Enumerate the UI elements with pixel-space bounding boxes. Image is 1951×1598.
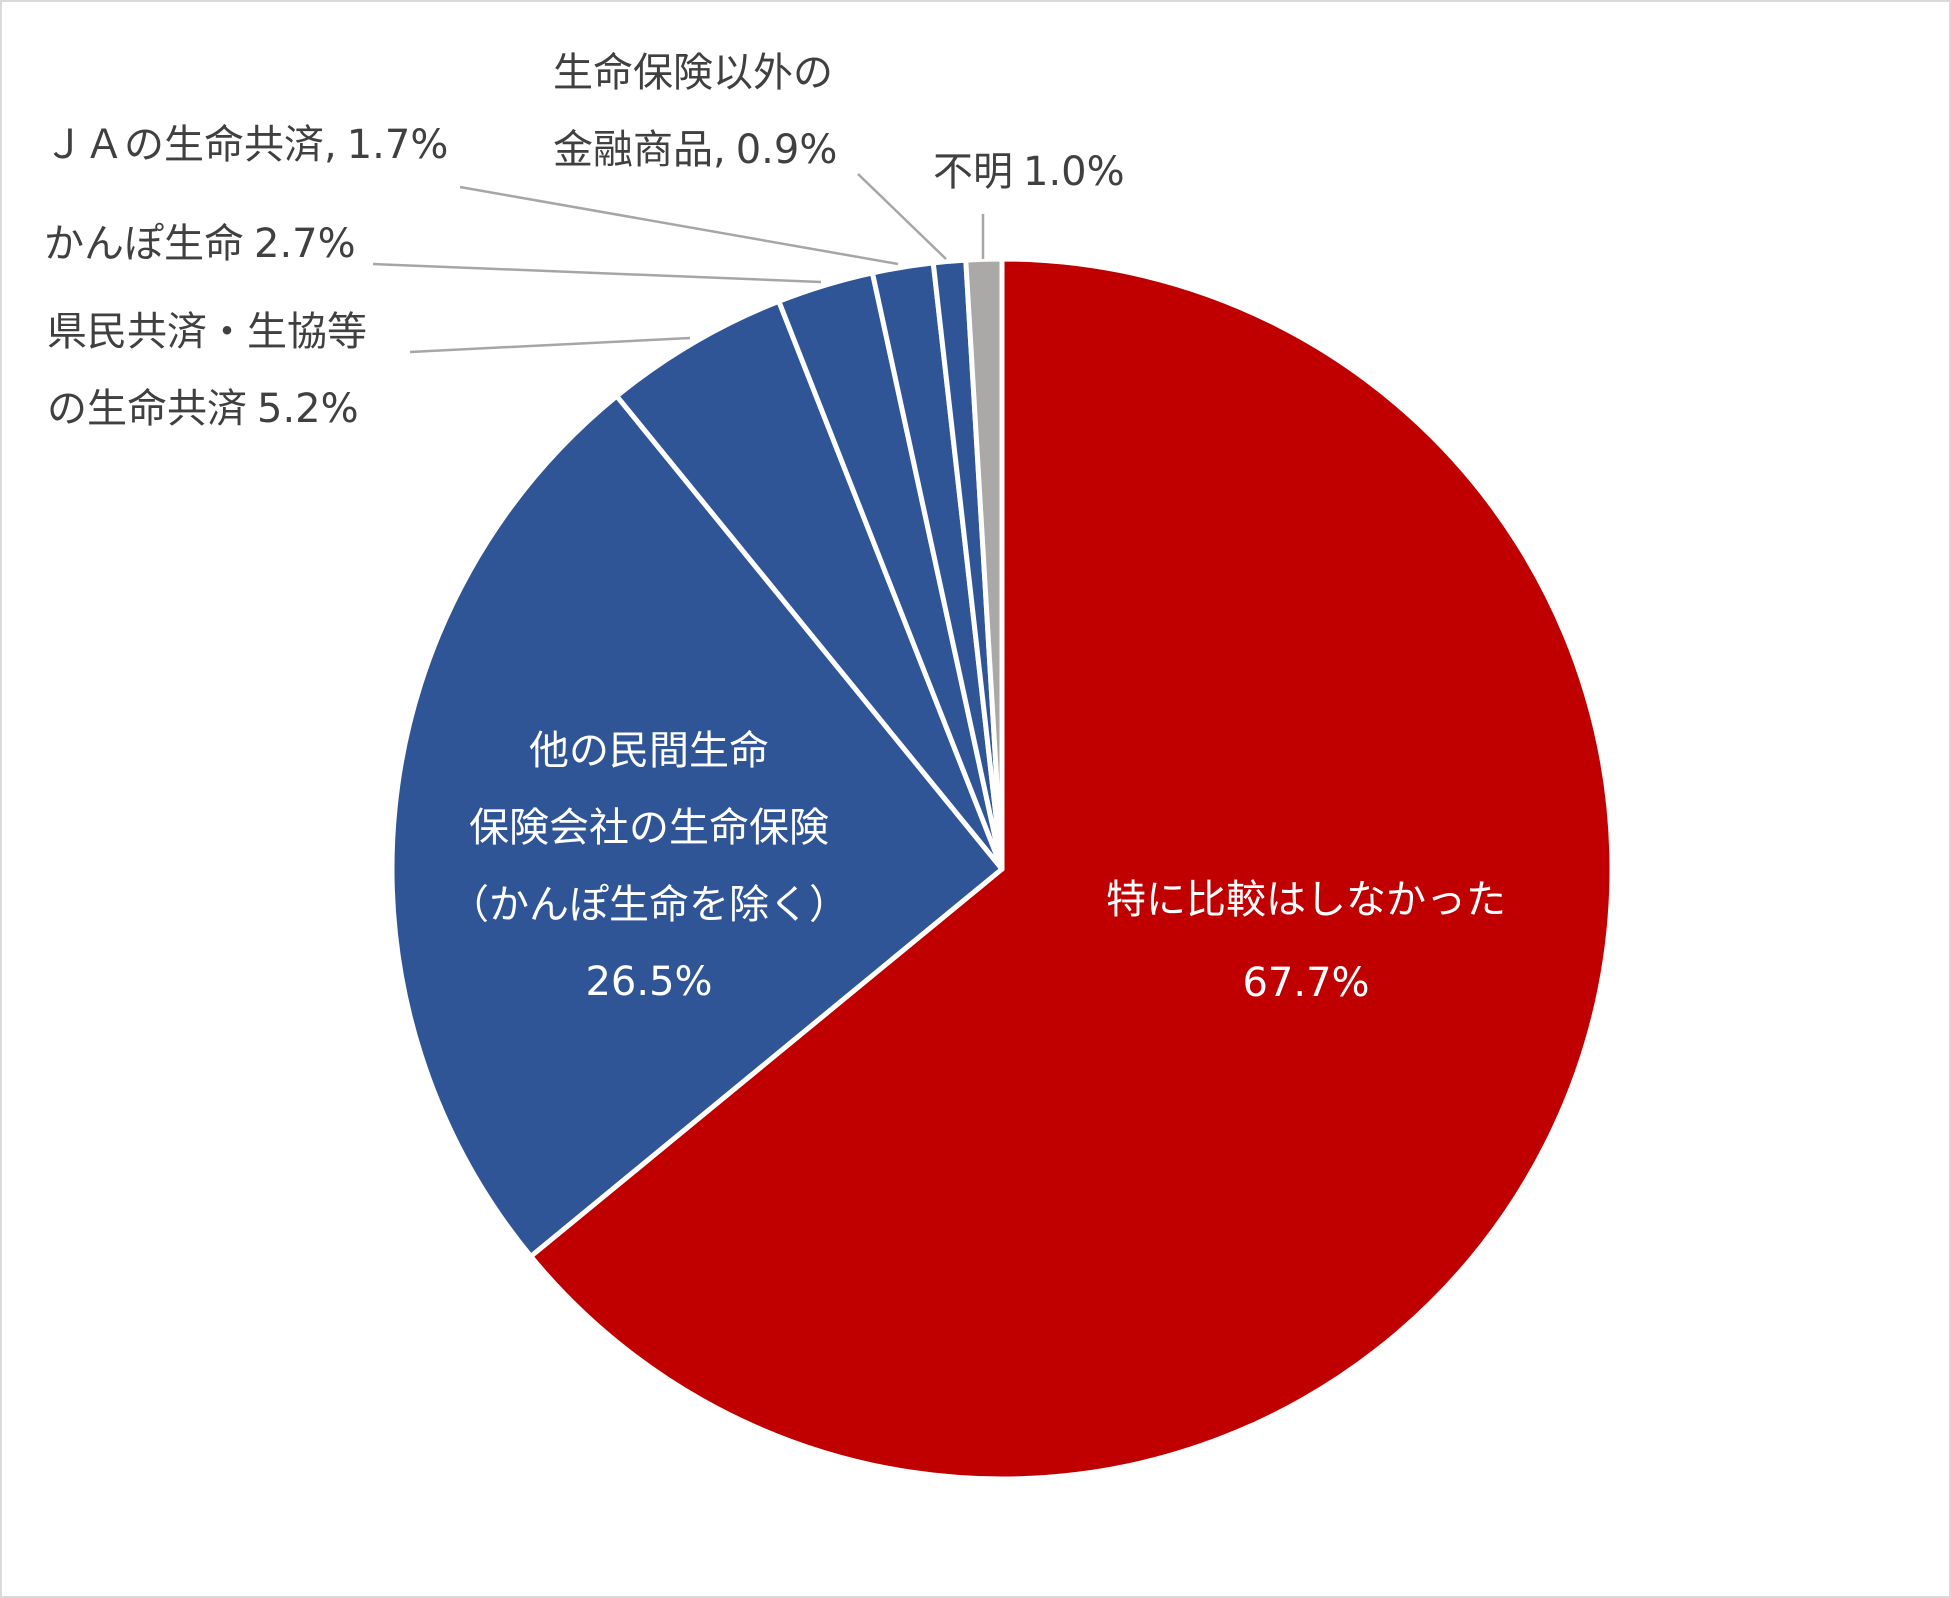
value-label: 0.9% bbox=[736, 127, 838, 173]
slice-label: 生命保険以外の金融商品, bbox=[553, 50, 833, 173]
label-line: 他の民間生命 bbox=[529, 728, 769, 774]
value-label: 5.2% bbox=[257, 386, 359, 432]
leader-line bbox=[459, 185, 899, 266]
value-label: 26.5% bbox=[585, 959, 712, 1005]
label-line: 不明 bbox=[933, 149, 1013, 195]
label-line: 生命保険以外の bbox=[553, 50, 833, 96]
pie-slice bbox=[614, 298, 1005, 872]
label-line: の生命共済 bbox=[47, 386, 247, 432]
value-label: 1.7% bbox=[347, 122, 449, 168]
value-label: 67.7% bbox=[1242, 960, 1369, 1006]
pie-slice bbox=[389, 393, 1005, 1259]
pie-slice bbox=[528, 256, 1615, 1482]
slice-label: ＪＡの生命共済, bbox=[44, 122, 337, 168]
slice-label: 特に比較はしなかった bbox=[1106, 877, 1506, 923]
leader-line bbox=[409, 336, 691, 354]
value-label: 1.0% bbox=[1023, 149, 1125, 195]
label-line: かんぽ生命 bbox=[44, 221, 244, 267]
slice-label: かんぽ生命 bbox=[44, 221, 244, 267]
slice-label: 県民共済・生協等の生命共済 bbox=[47, 309, 367, 432]
label-line: （かんぽ生命を除く） bbox=[449, 882, 849, 928]
leader-line bbox=[372, 262, 822, 284]
label-line: 保険会社の生命保険 bbox=[469, 805, 829, 851]
label-line: 県民共済・生協等 bbox=[47, 309, 367, 355]
label-line: 金融商品, bbox=[553, 127, 726, 173]
pie-slice bbox=[963, 256, 1005, 872]
leader-line bbox=[857, 173, 947, 260]
label-line: ＪＡの生命共済, bbox=[44, 122, 337, 168]
value-label: 2.7% bbox=[254, 221, 356, 267]
slice-label: 他の民間生命保険会社の生命保険 （かんぽ生命を除く） bbox=[449, 728, 849, 928]
slice-label: 不明 bbox=[933, 149, 1013, 195]
label-line: 特に比較はしなかった bbox=[1106, 877, 1506, 923]
